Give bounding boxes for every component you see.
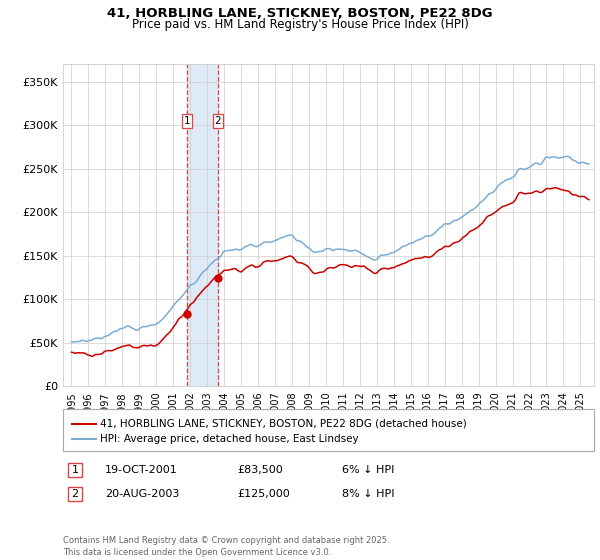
Text: Contains HM Land Registry data © Crown copyright and database right 2025.
This d: Contains HM Land Registry data © Crown c…: [63, 536, 389, 557]
Text: 8% ↓ HPI: 8% ↓ HPI: [342, 489, 395, 499]
Text: 2: 2: [215, 116, 221, 126]
Text: Price paid vs. HM Land Registry's House Price Index (HPI): Price paid vs. HM Land Registry's House …: [131, 18, 469, 31]
Text: 2: 2: [71, 489, 79, 499]
Text: 1: 1: [184, 116, 190, 126]
Text: 6% ↓ HPI: 6% ↓ HPI: [342, 465, 394, 475]
Text: £125,000: £125,000: [237, 489, 290, 499]
Text: £83,500: £83,500: [237, 465, 283, 475]
Text: 1: 1: [71, 465, 79, 475]
Text: 41, HORBLING LANE, STICKNEY, BOSTON, PE22 8DG: 41, HORBLING LANE, STICKNEY, BOSTON, PE2…: [107, 7, 493, 20]
Text: HPI: Average price, detached house, East Lindsey: HPI: Average price, detached house, East…: [100, 434, 359, 444]
Text: 20-AUG-2003: 20-AUG-2003: [105, 489, 179, 499]
Bar: [187, 64, 218, 386]
Text: 19-OCT-2001: 19-OCT-2001: [105, 465, 178, 475]
Text: 41, HORBLING LANE, STICKNEY, BOSTON, PE22 8DG (detached house): 41, HORBLING LANE, STICKNEY, BOSTON, PE2…: [100, 418, 467, 428]
